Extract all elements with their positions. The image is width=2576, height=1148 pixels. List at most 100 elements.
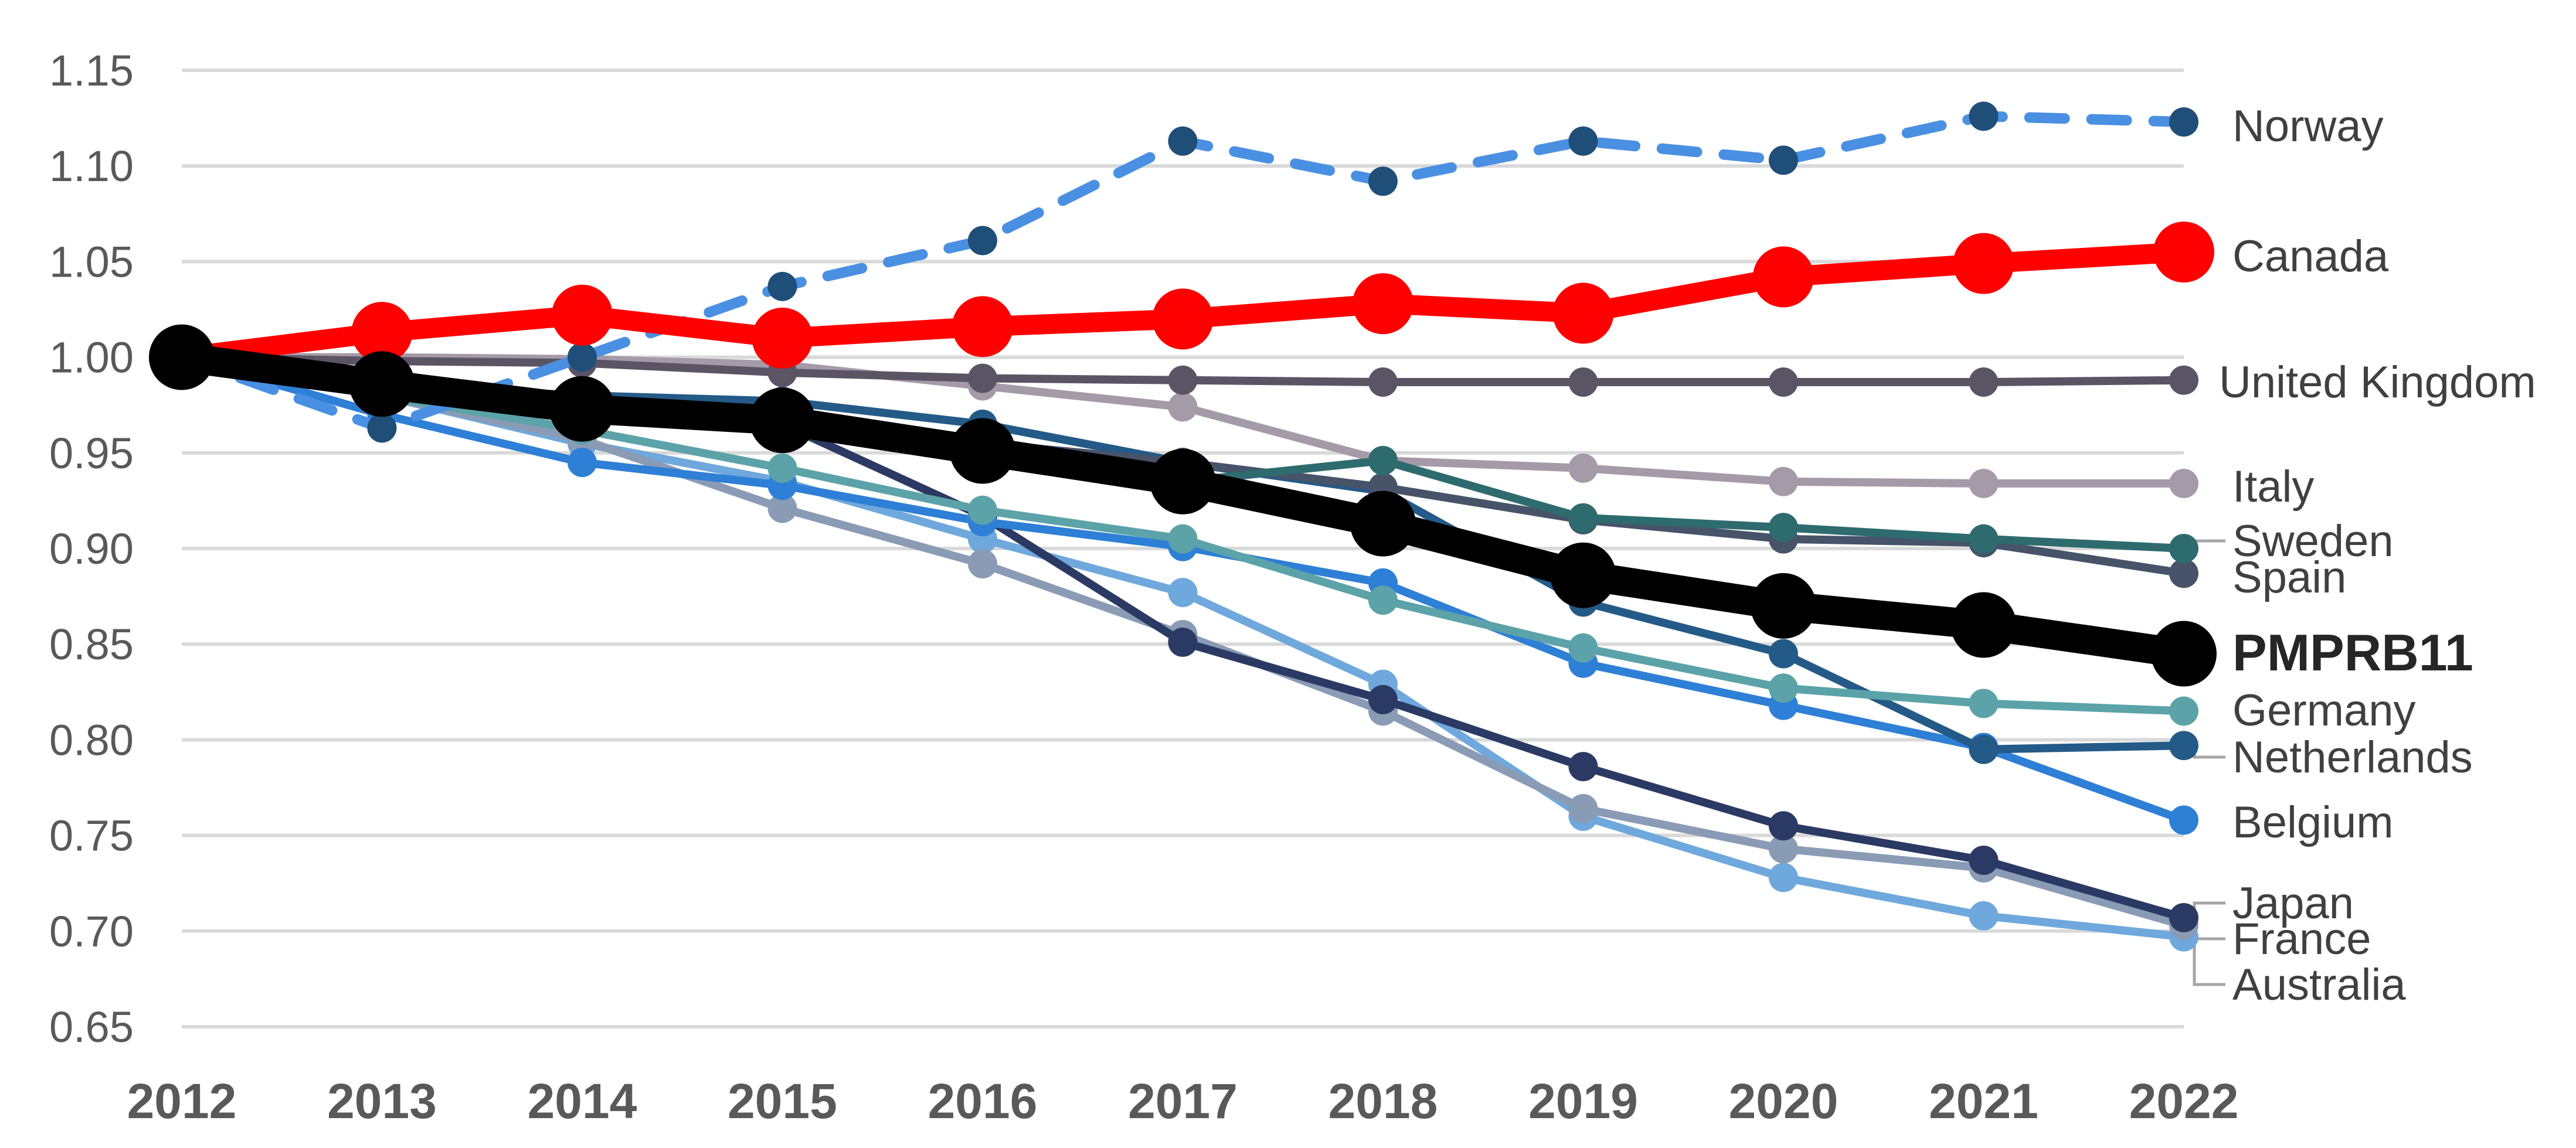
- x-tick-label: 2014: [528, 1074, 637, 1129]
- y-tick-label: 1.10: [49, 142, 134, 190]
- series-label-united-kingdom: United Kingdom: [2219, 357, 2536, 407]
- series-labels: Norway Canada United Kingdom ItalySwedenSpa…: [2219, 101, 2536, 1010]
- data-point-italy: [1969, 469, 1999, 499]
- data-point-canada: [1552, 282, 1614, 344]
- data-point-norway: [767, 271, 797, 301]
- data-point-italy: [1568, 453, 1598, 483]
- data-point-canada: [1953, 233, 2014, 294]
- data-point-pmprb11: [749, 387, 815, 454]
- data-point-france: [1568, 793, 1598, 823]
- data-point-canada: [1352, 273, 1413, 335]
- data-point-netherlands: [1769, 639, 1798, 669]
- data-point-germany: [1168, 524, 1198, 554]
- data-point-united-kingdom: [1769, 367, 1798, 397]
- data-point-germany: [2169, 696, 2198, 726]
- data-point-pmprb11: [1350, 490, 1416, 557]
- data-point-japan: [2169, 902, 2198, 932]
- data-point-sweden: [1368, 445, 1398, 475]
- y-tick-label: 1.05: [49, 237, 134, 286]
- x-tick-label: 2021: [1929, 1074, 2038, 1129]
- data-point-united-kingdom: [2169, 365, 2198, 395]
- data-point-pmprb11: [950, 418, 1015, 484]
- series-pmprb11: [149, 324, 2217, 687]
- data-point-canada: [952, 296, 1013, 357]
- series-label-canada: Canada: [2232, 231, 2389, 281]
- series-label-pmprb11: PMPRB11: [2232, 624, 2473, 682]
- y-axis-tick-labels: 0.65 0.70 0.75 0.80 0.85 0.90 0.95 1.00 1.05 1.10…: [49, 46, 134, 1051]
- data-point-germany: [1769, 673, 1798, 703]
- data-point-canada: [351, 302, 413, 363]
- series-japan: [167, 342, 2198, 932]
- series-label-france: France: [2232, 914, 2371, 964]
- data-point-norway: [1368, 166, 1398, 196]
- data-point-norway: [1568, 126, 1598, 156]
- data-point-norway: [567, 342, 597, 372]
- data-point-belgium: [2169, 805, 2198, 835]
- data-point-pmprb11: [349, 351, 415, 417]
- data-point-france: [767, 493, 797, 523]
- data-point-pmprb11: [1751, 573, 1816, 639]
- series-lines: [149, 101, 2217, 952]
- y-tick-label: 0.75: [49, 812, 134, 860]
- data-point-germany: [968, 495, 997, 525]
- x-tick-label: 2012: [127, 1074, 237, 1129]
- data-point-canada: [552, 284, 613, 346]
- data-point-pmprb11: [2151, 621, 2217, 687]
- series-label-spain: Spain: [2232, 553, 2346, 602]
- series-label-norway: Norway: [2232, 101, 2384, 151]
- data-point-france: [1769, 834, 1798, 864]
- series-label-belgium: Belgium: [2232, 798, 2394, 847]
- data-point-italy: [1168, 392, 1198, 422]
- data-point-pmprb11: [149, 324, 215, 390]
- data-point-canada: [1152, 288, 1214, 350]
- data-point-pmprb11: [1550, 542, 1616, 608]
- data-point-canada: [2153, 222, 2214, 283]
- data-point-netherlands: [1969, 734, 1999, 764]
- data-point-sweden: [1969, 524, 1999, 554]
- data-point-pmprb11: [549, 376, 615, 442]
- data-point-australia: [1168, 578, 1198, 608]
- data-point-norway: [1969, 101, 1999, 131]
- y-tick-label: 1.00: [49, 333, 134, 382]
- y-tick-label: 0.80: [49, 716, 134, 764]
- series-label-sweden: Sweden: [2232, 516, 2394, 566]
- data-point-japan: [1568, 752, 1598, 782]
- data-point-spain: [2169, 558, 2198, 588]
- data-point-norway: [2169, 107, 2198, 137]
- data-point-united-kingdom: [1568, 367, 1598, 397]
- series-label-netherlands: Netherlands: [2232, 733, 2473, 782]
- data-point-italy: [1769, 466, 1798, 496]
- y-tick-label: 0.95: [49, 429, 134, 478]
- data-point-sweden: [1769, 513, 1798, 543]
- x-tick-label: 2017: [1128, 1074, 1238, 1129]
- data-point-australia: [1769, 863, 1798, 892]
- data-point-united-kingdom: [1168, 365, 1198, 395]
- data-point-germany: [1969, 689, 1999, 718]
- y-tick-label: 0.85: [49, 620, 134, 669]
- series-label-italy: Italy: [2232, 462, 2314, 512]
- data-point-pmprb11: [1950, 592, 2017, 658]
- data-point-japan: [1969, 846, 1999, 876]
- series-label-australia: Australia: [2232, 960, 2406, 1010]
- data-point-france: [968, 549, 997, 579]
- data-point-japan: [1168, 627, 1198, 657]
- data-point-australia: [1969, 901, 1999, 931]
- series-label-japan: Japan: [2232, 878, 2354, 928]
- x-tick-label: 2020: [1729, 1074, 1838, 1129]
- data-point-canada: [1753, 246, 1814, 308]
- data-point-sweden: [2169, 534, 2198, 563]
- series-norway: [167, 101, 2198, 443]
- data-point-germany: [1368, 585, 1398, 615]
- data-point-norway: [367, 413, 397, 443]
- data-point-sweden: [1568, 503, 1598, 533]
- x-tick-label: 2015: [728, 1074, 837, 1129]
- data-point-germany: [767, 453, 797, 483]
- data-point-italy: [2169, 469, 2198, 499]
- data-point-united-kingdom: [1368, 367, 1398, 397]
- data-point-united-kingdom: [1969, 367, 1999, 397]
- data-point-netherlands: [2169, 731, 2198, 761]
- x-tick-label: 2022: [2129, 1074, 2239, 1129]
- x-tick-label: 2016: [928, 1074, 1038, 1129]
- y-tick-label: 1.15: [49, 46, 134, 95]
